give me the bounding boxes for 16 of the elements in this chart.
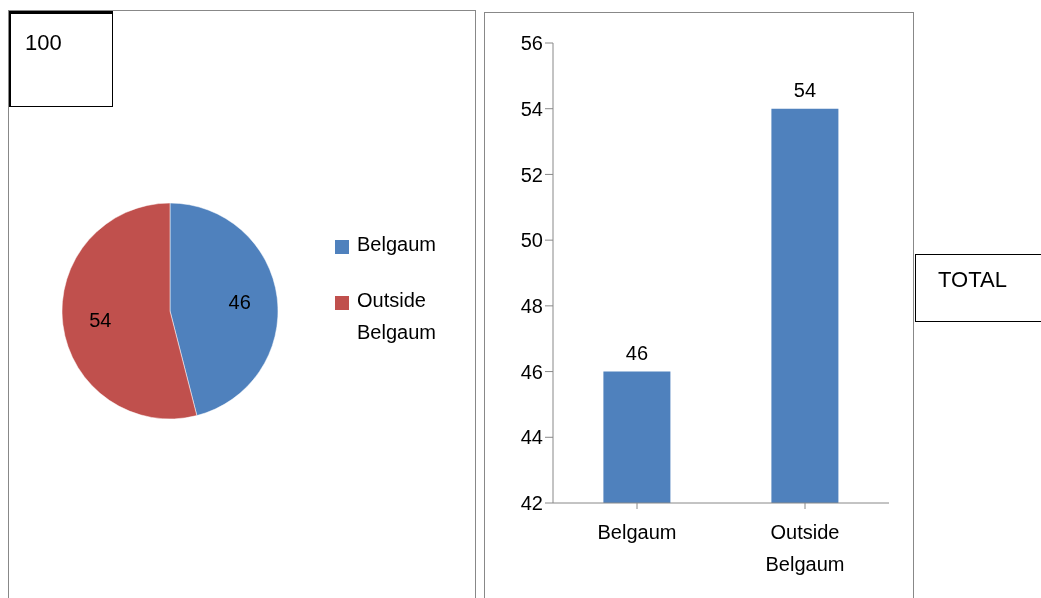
text: 100 xyxy=(9,11,113,107)
y-tick-label: 44 xyxy=(520,426,543,449)
legend-label: Outside Belgaum xyxy=(357,288,437,345)
legend-label: Belgaum xyxy=(357,232,436,257)
y-tick-label: 42 xyxy=(520,492,543,515)
y-tick-label: 46 xyxy=(520,360,543,383)
data-label: 46 xyxy=(228,291,251,314)
text: TOTAL xyxy=(915,254,1041,322)
data-label: 54 xyxy=(793,78,817,101)
y-tick-label: 54 xyxy=(520,97,543,120)
y-tick-label: 52 xyxy=(520,163,543,186)
data-label: 54 xyxy=(89,308,112,331)
data-label: 46 xyxy=(625,341,649,364)
y-tick-label: 56 xyxy=(520,32,543,55)
y-tick-label: 48 xyxy=(520,294,543,317)
y-tick-label: 50 xyxy=(520,229,543,252)
